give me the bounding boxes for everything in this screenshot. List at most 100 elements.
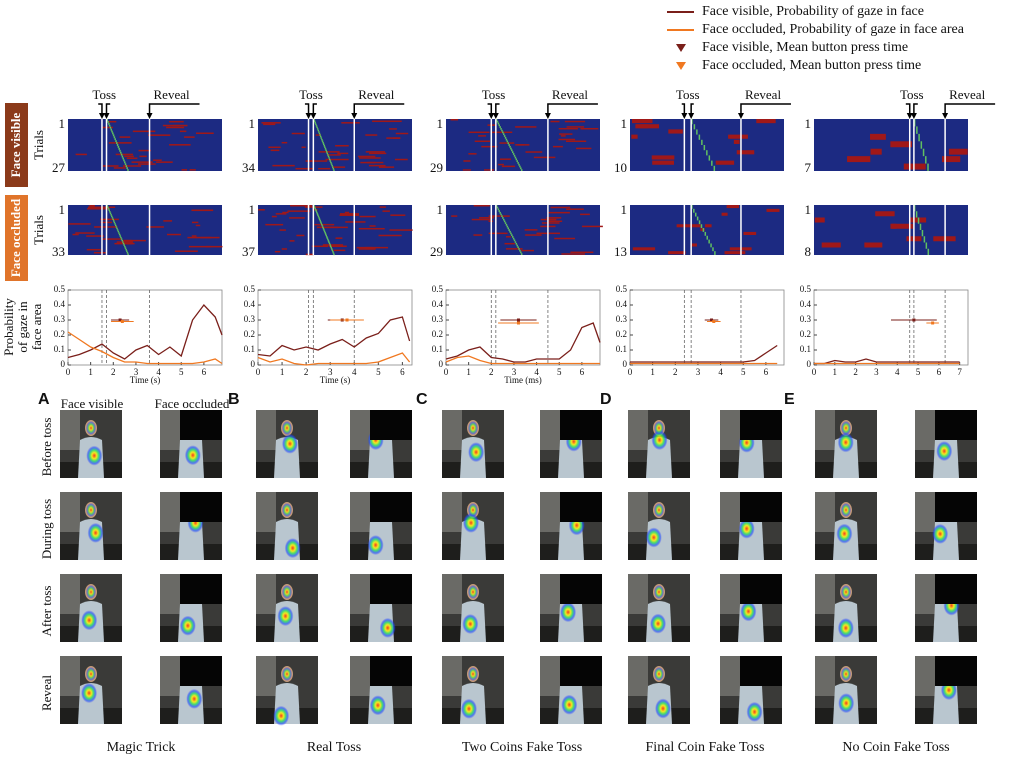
raster-coin xyxy=(710,243,712,248)
heatmap-blob xyxy=(838,693,855,714)
heatmap-blob xyxy=(369,695,386,716)
raster-gaze xyxy=(890,141,912,148)
raster-gaze xyxy=(631,134,638,139)
raster-coin xyxy=(118,147,120,150)
raster-coin xyxy=(328,157,330,159)
x-tick-label: 1 xyxy=(833,367,838,377)
raster-coin xyxy=(333,169,335,171)
photo-row-label: Before toss xyxy=(39,418,54,477)
raster-coin xyxy=(330,163,333,165)
raster-gaze xyxy=(814,217,825,223)
series-line xyxy=(257,316,411,357)
x-tick-label: 0 xyxy=(66,367,71,377)
raster-gaze xyxy=(450,119,459,121)
legend-label: Face occluded, Mean button press time xyxy=(702,58,921,73)
raster-gaze xyxy=(558,127,578,130)
x-tick-label: 2 xyxy=(111,367,116,377)
heatmap-blob xyxy=(651,430,668,451)
raster-coin xyxy=(123,159,125,162)
raster-coin xyxy=(319,221,322,223)
heatmap-blob xyxy=(841,667,851,681)
raster-coin xyxy=(117,230,120,233)
heatmap-blob xyxy=(86,667,96,681)
raster-coin xyxy=(112,218,114,221)
face-occluder xyxy=(740,574,782,604)
raster-coin xyxy=(516,244,518,247)
toss-label: Toss xyxy=(676,87,700,102)
raster-coin xyxy=(322,141,324,144)
raster-gaze xyxy=(364,246,389,249)
toss-arrow xyxy=(488,113,495,119)
raster-gaze xyxy=(328,245,347,248)
x-tick-label: 6 xyxy=(400,367,405,377)
reveal-label: Reveal xyxy=(552,87,588,102)
raster-gaze xyxy=(635,124,660,129)
face-occluder xyxy=(180,492,222,522)
raster-coin xyxy=(127,253,129,255)
raster-coin xyxy=(498,210,501,212)
raster-gaze xyxy=(382,210,390,212)
photo-wall xyxy=(160,574,180,614)
photo-wall xyxy=(720,574,740,614)
y-tick-label: 0.1 xyxy=(432,344,443,354)
raster-coin xyxy=(511,234,513,237)
raster-coin xyxy=(925,156,927,164)
reveal-arrow xyxy=(942,113,949,119)
raster-coin xyxy=(922,148,925,157)
series-line xyxy=(67,303,223,360)
raster-coin xyxy=(320,137,323,139)
y-tick-label: 0.1 xyxy=(616,344,627,354)
face-occluder xyxy=(370,656,412,686)
heatmap-blob xyxy=(379,617,396,638)
toss-arrow xyxy=(492,113,499,119)
raster-gaze xyxy=(372,120,395,123)
trials-label: Trials xyxy=(31,130,46,160)
raster-bg xyxy=(68,119,222,171)
trial-label: 27 xyxy=(52,160,66,175)
raster-coin xyxy=(520,251,522,254)
raster-coin xyxy=(323,145,326,147)
raster-coin xyxy=(326,237,329,239)
raster-gaze xyxy=(481,145,498,148)
raster-gaze xyxy=(550,206,571,209)
face-occluded-box xyxy=(5,195,28,281)
photo-wall xyxy=(915,492,935,532)
series-line xyxy=(630,344,778,363)
raster-gaze xyxy=(119,136,131,138)
raster-coin xyxy=(126,251,129,254)
raster-gaze xyxy=(265,223,284,226)
raster-coin xyxy=(123,244,125,246)
raster-coin xyxy=(125,165,128,168)
raster-coin xyxy=(111,130,113,133)
heatmap-blob xyxy=(560,602,577,623)
reveal-bracket xyxy=(547,103,598,116)
raster-coin xyxy=(314,122,317,124)
raster-gaze xyxy=(305,253,314,256)
raster-gaze xyxy=(903,163,926,170)
heatmap-blob xyxy=(841,421,851,435)
x-tick-label: 1 xyxy=(650,367,655,377)
photo-wall xyxy=(442,656,462,696)
raster-coin xyxy=(497,208,500,211)
reveal-label: Reveal xyxy=(745,87,781,102)
raster-coin xyxy=(503,220,506,223)
raster-gaze xyxy=(146,226,164,228)
heatmap-blob xyxy=(837,618,854,639)
raster-coin xyxy=(502,217,504,219)
raster-coin xyxy=(507,227,509,230)
toss-arrow xyxy=(910,113,917,119)
raster-gaze xyxy=(289,217,305,219)
plot-frame xyxy=(445,289,601,366)
raster-coin xyxy=(920,141,923,149)
raster-gaze xyxy=(384,120,402,123)
raster-gaze xyxy=(138,149,151,152)
raster-gaze xyxy=(548,211,570,214)
x-tick-label: 2 xyxy=(489,367,494,377)
series-line xyxy=(445,355,600,365)
heatmap-blob xyxy=(277,606,294,627)
raster-gaze xyxy=(948,148,968,155)
raster-coin xyxy=(324,232,326,234)
y-axis-label: of gaze in xyxy=(15,301,30,353)
raster-coin xyxy=(497,122,500,125)
photo xyxy=(442,492,504,560)
